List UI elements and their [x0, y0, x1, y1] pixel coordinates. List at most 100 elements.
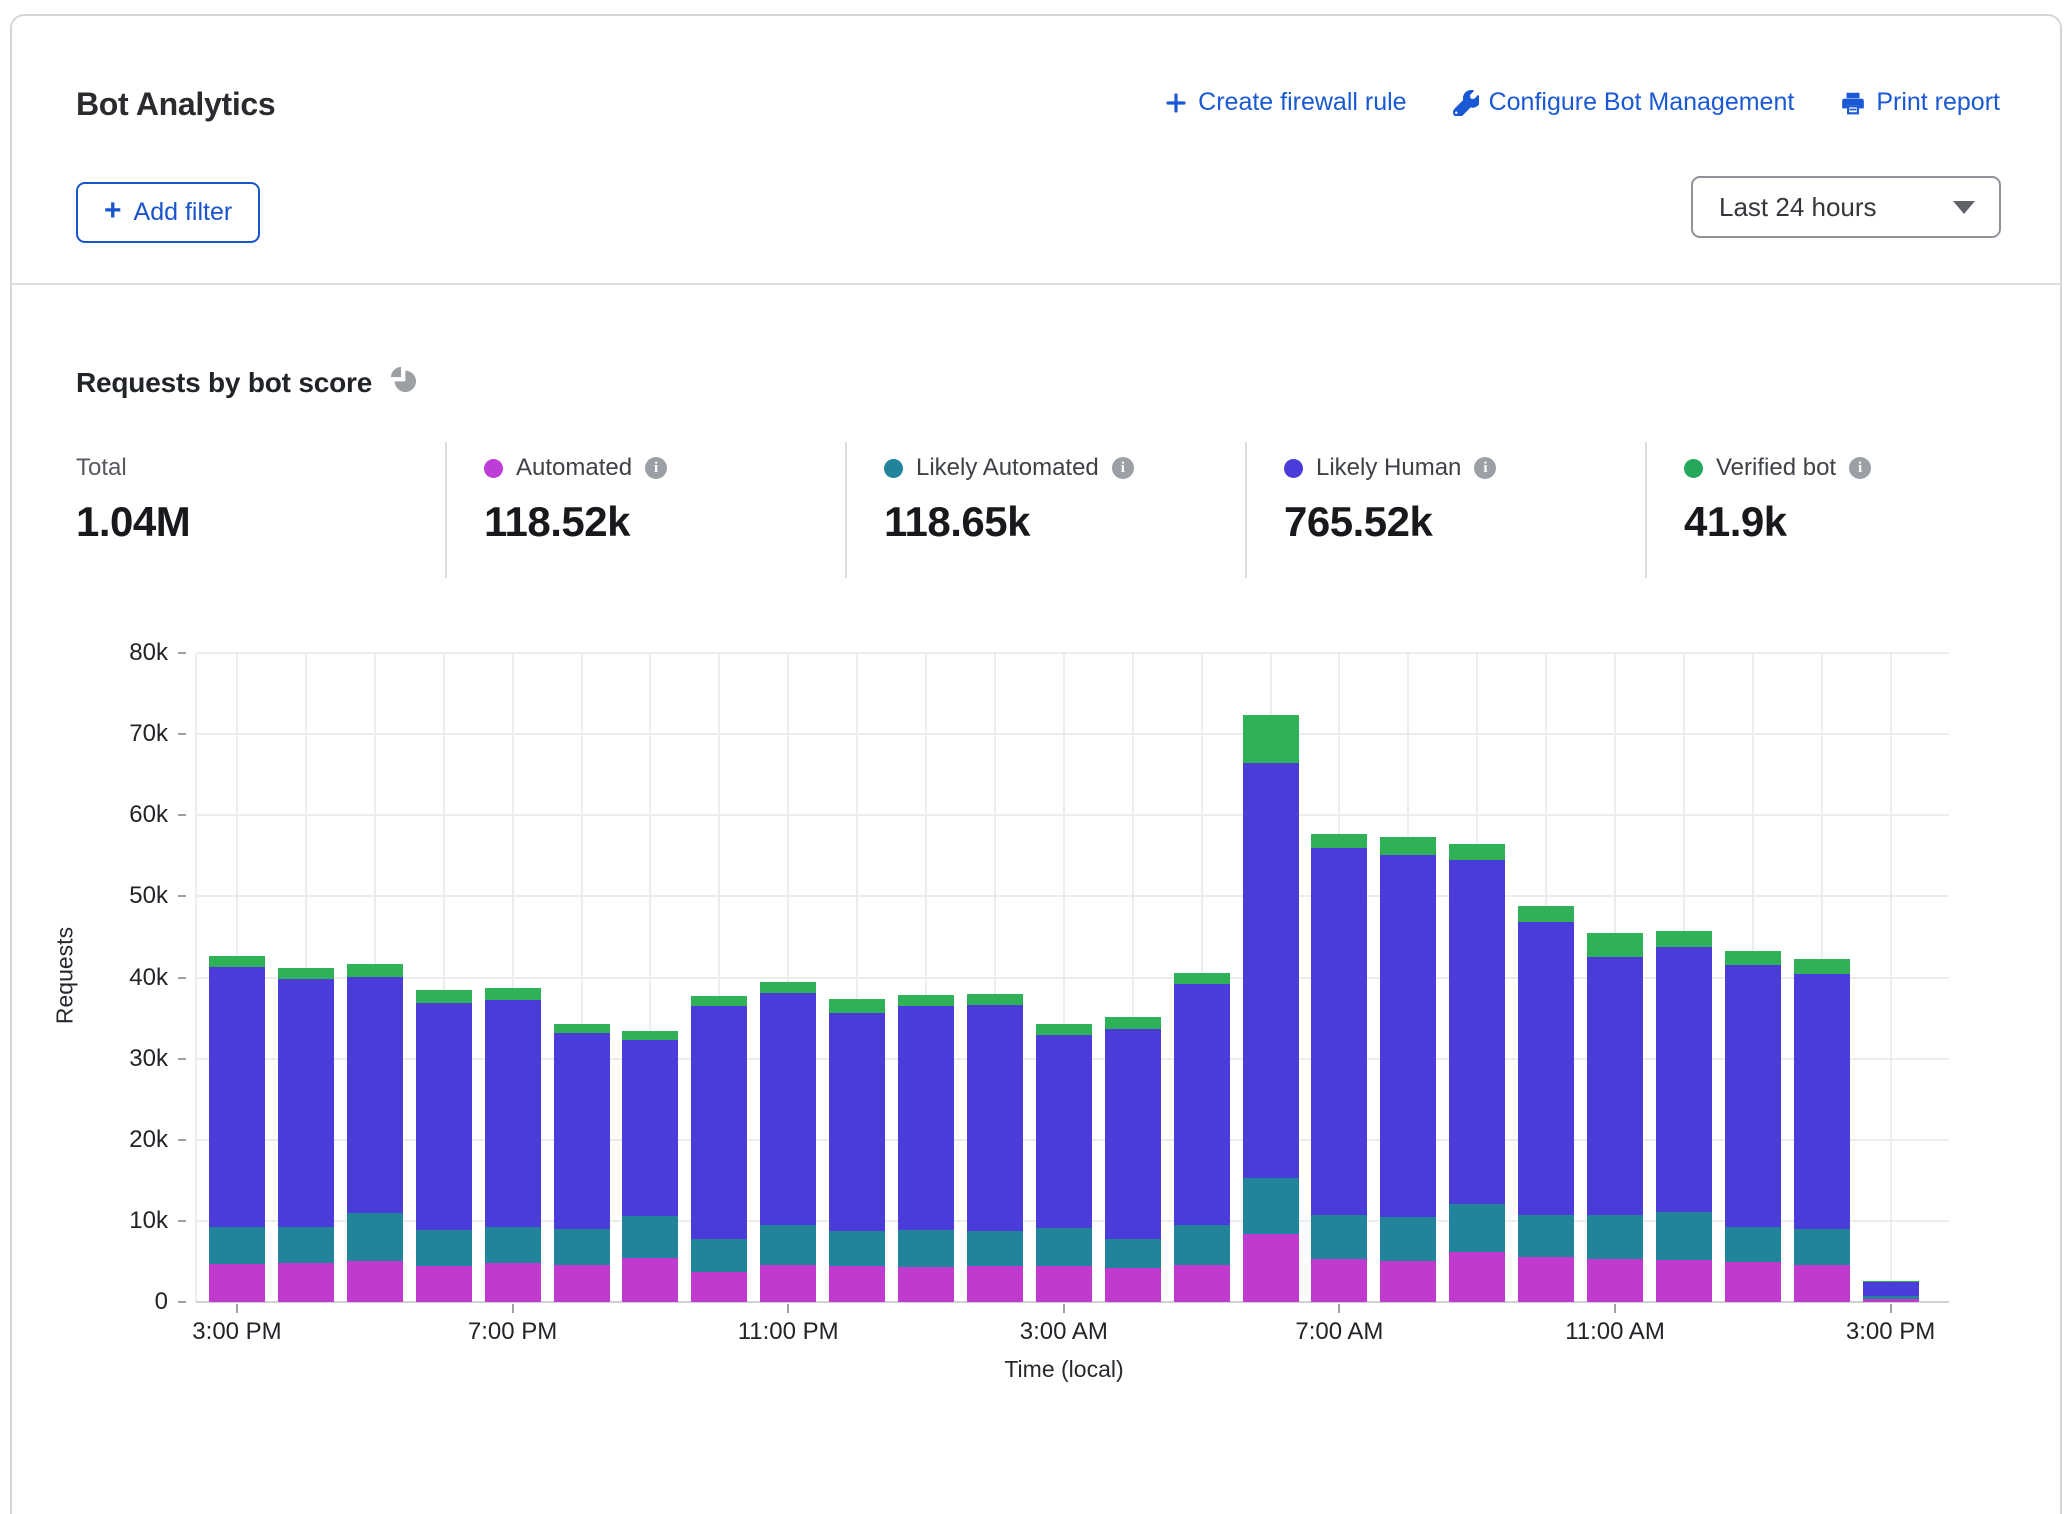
info-icon[interactable]: i — [1111, 457, 1134, 479]
bar-segment-likely-human[interactable] — [1518, 921, 1575, 1216]
bar-segment-automated[interactable] — [1173, 1265, 1230, 1302]
bar-segment-likely-human[interactable] — [553, 1033, 610, 1229]
bar-segment-verified-bot[interactable] — [209, 956, 265, 967]
chart-bar[interactable] — [1311, 833, 1368, 1302]
bar-segment-likely-human[interactable] — [1655, 947, 1712, 1212]
bar-segment-likely-automated[interactable] — [553, 1228, 610, 1266]
bar-segment-automated[interactable] — [1724, 1262, 1781, 1302]
bar-segment-verified-bot[interactable] — [1862, 1280, 1919, 1282]
chart-bar[interactable] — [415, 990, 472, 1302]
bar-segment-automated[interactable] — [1242, 1233, 1299, 1302]
chart-bar[interactable] — [553, 1023, 610, 1302]
bar-segment-automated[interactable] — [209, 1263, 265, 1302]
bar-segment-verified-bot[interactable] — [277, 967, 334, 980]
chart-bar[interactable] — [1793, 958, 1850, 1302]
create-firewall-rule-link[interactable]: Create firewall rule — [1164, 88, 1407, 117]
bar-segment-likely-automated[interactable] — [898, 1229, 954, 1268]
bar-segment-verified-bot[interactable] — [829, 999, 886, 1014]
chart-bar[interactable] — [209, 956, 265, 1302]
bar-segment-verified-bot[interactable] — [898, 994, 954, 1006]
bar-segment-verified-bot[interactable] — [484, 988, 541, 1001]
bar-segment-likely-automated[interactable] — [346, 1212, 403, 1261]
bar-segment-likely-automated[interactable] — [1655, 1211, 1712, 1260]
info-icon[interactable]: i — [645, 457, 668, 479]
bar-segment-automated[interactable] — [760, 1265, 817, 1302]
chart-bar[interactable] — [1104, 1017, 1161, 1302]
bar-segment-verified-bot[interactable] — [1724, 950, 1781, 965]
bar-segment-likely-automated[interactable] — [691, 1238, 748, 1272]
bar-segment-automated[interactable] — [829, 1266, 886, 1302]
chart-bar[interactable] — [1655, 931, 1712, 1302]
bar-segment-verified-bot[interactable] — [553, 1023, 610, 1034]
bar-segment-automated[interactable] — [1311, 1259, 1368, 1302]
bar-segment-automated[interactable] — [691, 1271, 748, 1302]
chart-bar[interactable] — [1587, 932, 1643, 1302]
bar-segment-automated[interactable] — [1793, 1265, 1850, 1302]
chart-bar[interactable] — [829, 999, 886, 1302]
chart-bar[interactable] — [346, 963, 403, 1302]
bar-segment-likely-human[interactable] — [1242, 762, 1299, 1178]
bar-segment-automated[interactable] — [898, 1267, 954, 1302]
bar-segment-verified-bot[interactable] — [1380, 837, 1437, 855]
bar-segment-likely-automated[interactable] — [1380, 1216, 1437, 1261]
chart-bar[interactable] — [1035, 1023, 1092, 1302]
bar-segment-verified-bot[interactable] — [1518, 906, 1575, 922]
bar-segment-likely-human[interactable] — [209, 966, 265, 1228]
bar-segment-automated[interactable] — [1104, 1267, 1161, 1302]
bar-segment-likely-human[interactable] — [760, 992, 817, 1225]
chart-bar[interactable] — [1518, 906, 1575, 1302]
chart-bar[interactable] — [760, 982, 817, 1302]
bar-segment-automated[interactable] — [346, 1260, 403, 1302]
print-report-link[interactable]: Print report — [1840, 88, 2000, 117]
bar-segment-likely-human[interactable] — [691, 1005, 748, 1239]
bar-segment-automated[interactable] — [966, 1266, 1023, 1302]
bar-segment-likely-human[interactable] — [1862, 1281, 1919, 1296]
bar-segment-likely-automated[interactable] — [1793, 1228, 1850, 1266]
bar-segment-likely-human[interactable] — [1587, 957, 1643, 1216]
bar-segment-likely-automated[interactable] — [1035, 1228, 1092, 1267]
bar-segment-likely-human[interactable] — [415, 1002, 472, 1230]
bar-segment-likely-automated[interactable] — [1242, 1177, 1299, 1234]
bar-segment-likely-automated[interactable] — [1587, 1215, 1643, 1259]
bar-segment-verified-bot[interactable] — [1655, 931, 1712, 948]
bar-segment-automated[interactable] — [277, 1263, 334, 1302]
bar-segment-likely-automated[interactable] — [1449, 1203, 1506, 1252]
bar-segment-automated[interactable] — [1449, 1251, 1506, 1302]
bar-segment-likely-automated[interactable] — [1518, 1215, 1575, 1258]
bar-segment-likely-human[interactable] — [1793, 974, 1850, 1229]
bar-segment-likely-automated[interactable] — [1862, 1295, 1919, 1299]
bar-segment-automated[interactable] — [1862, 1298, 1919, 1302]
info-icon[interactable]: i — [1474, 457, 1497, 479]
bar-segment-likely-human[interactable] — [966, 1005, 1023, 1231]
bar-segment-verified-bot[interactable] — [760, 982, 817, 993]
bar-segment-likely-automated[interactable] — [415, 1229, 472, 1267]
bar-segment-automated[interactable] — [553, 1265, 610, 1302]
chart-bar[interactable] — [1242, 715, 1299, 1302]
bar-segment-automated[interactable] — [1518, 1257, 1575, 1302]
bar-segment-likely-human[interactable] — [898, 1005, 954, 1230]
bar-segment-likely-human[interactable] — [1380, 855, 1437, 1217]
chart-bar[interactable] — [277, 967, 334, 1302]
bar-segment-likely-human[interactable] — [1724, 964, 1781, 1228]
bar-segment-verified-bot[interactable] — [1449, 843, 1506, 860]
bar-segment-verified-bot[interactable] — [1242, 715, 1299, 763]
add-filter-button[interactable]: + Add filter — [76, 182, 261, 243]
chart-bar[interactable] — [898, 994, 954, 1302]
chart-bar[interactable] — [1173, 972, 1230, 1302]
bar-segment-verified-bot[interactable] — [622, 1031, 679, 1040]
bar-segment-likely-human[interactable] — [1104, 1029, 1161, 1239]
bar-segment-likely-human[interactable] — [1035, 1035, 1092, 1229]
bar-segment-automated[interactable] — [1380, 1260, 1437, 1302]
bar-segment-likely-human[interactable] — [346, 976, 403, 1213]
bar-segment-likely-human[interactable] — [1173, 983, 1230, 1225]
bar-segment-likely-automated[interactable] — [1173, 1224, 1230, 1266]
bar-segment-verified-bot[interactable] — [1587, 932, 1643, 958]
bar-segment-automated[interactable] — [1035, 1266, 1092, 1302]
bar-segment-automated[interactable] — [415, 1266, 472, 1302]
chart-bar[interactable] — [484, 988, 541, 1302]
bar-segment-verified-bot[interactable] — [1035, 1023, 1092, 1036]
time-range-select[interactable]: Last 24 hours — [1691, 176, 2001, 238]
bar-segment-verified-bot[interactable] — [1311, 833, 1368, 848]
chart-bar[interactable] — [1380, 837, 1437, 1302]
chart-bar[interactable] — [966, 993, 1023, 1302]
